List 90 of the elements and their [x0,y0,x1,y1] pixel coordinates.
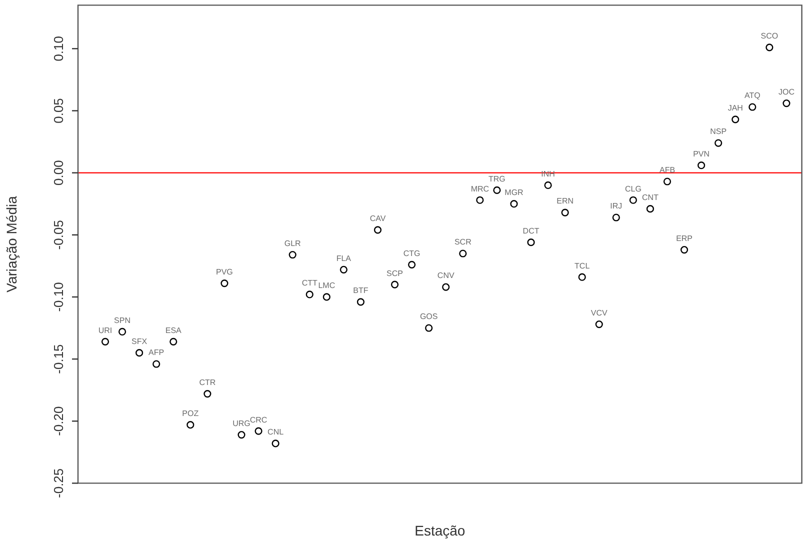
y-tick-label: -0.15 [51,344,66,374]
point [680,246,688,254]
point [595,320,603,328]
point [766,44,774,52]
point [118,328,126,336]
x-tick-label: CRC [250,415,268,424]
y-tick-label: -0.05 [51,220,66,250]
point [238,430,246,439]
x-tick-label: CTR [199,378,216,388]
x-tick-label: POZ [182,409,199,418]
x-tick-label: NSP [710,127,727,136]
x-tick-label: URI [98,326,112,335]
x-tick-label: DCT [522,226,540,236]
point [510,200,518,208]
point [732,116,740,124]
x-tick-label: TCL [574,261,590,270]
x-tick-label: ATQ [744,91,760,100]
x-tick-label: BTF [353,286,368,296]
point [748,103,756,111]
y-tick-label: 0.00 [51,160,66,186]
x-tick-label: SFX [132,337,148,346]
x-tick-label: SPN [114,316,131,325]
point [578,273,586,281]
point [390,280,399,288]
x-tick-label: PVN [693,150,710,159]
point [425,324,433,332]
y-tick-label: -0.10 [51,282,66,312]
point [476,196,484,204]
y-tick-label: -0.25 [51,468,66,498]
x-tick-label: SCP [386,268,403,278]
x-tick-label: URG [232,418,250,428]
x-tick-label: SCR [454,238,472,247]
point [101,338,110,346]
point [663,178,672,186]
y-tick-label: 0.05 [51,98,66,124]
point [629,196,637,204]
point [322,293,330,301]
point [459,250,467,258]
point [408,260,416,268]
x-tick-label: ESA [165,326,182,335]
point [782,99,790,108]
x-tick-label: MRC [470,184,490,194]
x-tick-label: CTT [302,278,318,288]
point [544,181,552,190]
y-axis-title: Variação Média [3,196,20,292]
x-tick-label: MGR [504,188,524,198]
x-tick-label: CNT [642,193,659,202]
x-tick-label: GOS [420,312,438,322]
point [612,214,620,222]
point [714,139,722,147]
point [254,427,262,435]
point [204,390,212,398]
y-tick-label: -0.20 [51,406,66,436]
x-tick-label: JOC [778,87,795,96]
x-tick-label: CLG [624,184,642,194]
x-tick-label: GLR [284,238,302,248]
x-tick-label: CTG [403,248,420,258]
x-tick-label: JAH [728,104,744,113]
x-tick-label: VCV [590,308,608,318]
x-tick-label: FLA [336,254,352,263]
x-tick-label: PVG [216,268,233,277]
point [306,290,314,298]
y-tick-label: 0.10 [51,36,66,62]
x-tick-label: CNV [437,271,455,280]
point [170,338,178,346]
point [698,162,706,170]
x-tick-label: ERN [556,196,574,206]
x-tick-label: SCO [760,32,778,41]
point [374,226,382,234]
point [561,208,569,216]
point [356,298,365,306]
point [288,250,296,259]
point [136,349,144,357]
x-tick-label: AFP [148,348,164,358]
point [493,186,501,194]
point [272,440,280,448]
point [220,280,228,288]
point [340,266,348,274]
x-tick-label: CNL [268,428,284,437]
point [152,360,160,368]
point [442,283,450,291]
x-tick-label: ERP [676,234,693,243]
x-tick-label: CAV [370,214,386,224]
point [527,238,535,246]
x-tick-label: IRJ [610,202,622,211]
x-tick-label: LMC [318,281,336,290]
point [646,205,654,213]
x-axis-title: Estação [414,522,466,538]
x-tick-label: TRG [488,174,506,184]
point [186,421,194,429]
